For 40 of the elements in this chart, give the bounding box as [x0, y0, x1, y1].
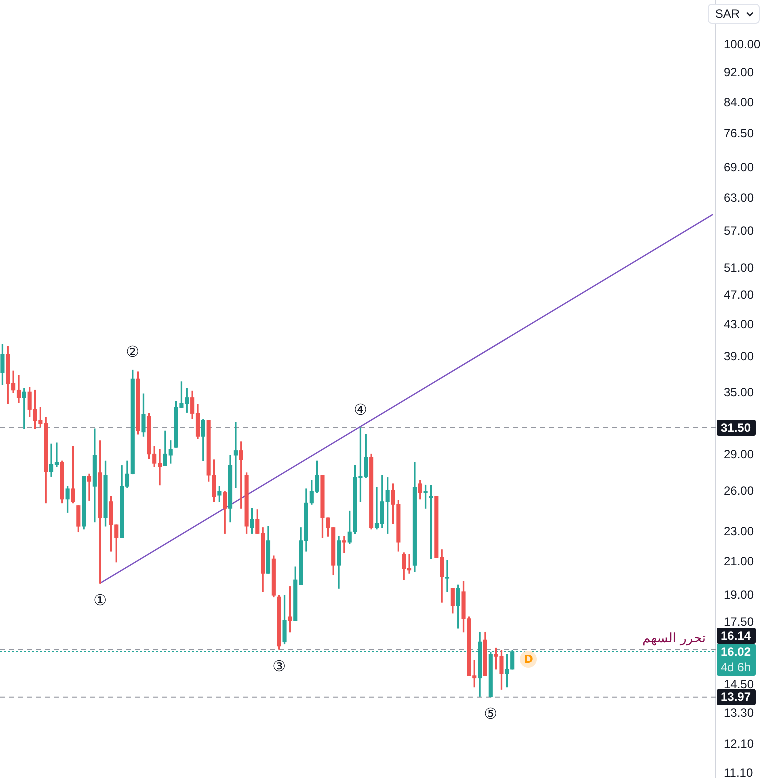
y-tick-label: 51.00: [724, 260, 754, 275]
y-tick-label: 19.00: [724, 588, 754, 602]
currency-dropdown: SAR: [708, 4, 760, 24]
y-tick-label: 100.00: [724, 38, 762, 52]
y-tick-label: 92.00: [724, 65, 754, 80]
y-tick-label: 11.10: [724, 766, 754, 778]
text: 4d 6h: [721, 660, 752, 674]
ref-line-label: 31.50: [721, 420, 752, 435]
y-tick-label: 39.00: [724, 350, 754, 364]
y-tick-label: 14.50: [724, 677, 754, 692]
y-tick-label: 69.00: [724, 160, 754, 175]
ref-line-label: 13.97: [721, 690, 752, 704]
y-tick-label: 57.00: [724, 224, 754, 238]
y-tick-label: 47.00: [724, 288, 754, 302]
y-tick-label: 29.00: [724, 448, 754, 462]
y-tick-label: 26.00: [724, 484, 754, 498]
y-tick-label: 76.50: [724, 126, 754, 140]
annotation: ④: [354, 400, 368, 419]
annotation: ⑤: [484, 705, 498, 724]
y-tick-label: 63.00: [724, 190, 754, 205]
y-tick-label: 13.30: [724, 706, 754, 720]
y-tick-label: 23.00: [724, 524, 754, 539]
candlestick: [234, 422, 238, 488]
y-tick-label: 12.10: [724, 737, 754, 752]
y-tick-label: 21.00: [724, 554, 754, 569]
y-tick-label: 84.00: [724, 95, 754, 110]
annotation: تحرر السهم: [642, 631, 706, 646]
y-axis-title: SAR: [715, 7, 740, 21]
y-tick-label: 43.00: [724, 317, 754, 332]
candlestick: [445, 560, 450, 592]
candlestick: [342, 536, 346, 554]
annotation: ②: [126, 343, 140, 362]
y-tick-label: 35.00: [724, 385, 754, 400]
annotation: ①: [94, 591, 108, 610]
y-tick-label: 17.50: [724, 615, 754, 630]
candlestick: [87, 474, 92, 501]
ref-line-label: 16.02: [721, 644, 752, 659]
letter-circle-icon: D: [520, 651, 538, 668]
ref-line-label: 16.14: [721, 628, 752, 643]
annotation: ③: [272, 657, 286, 676]
